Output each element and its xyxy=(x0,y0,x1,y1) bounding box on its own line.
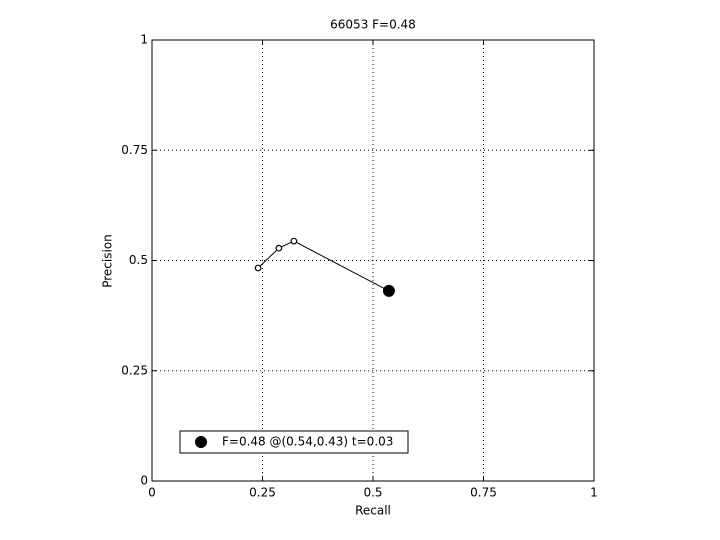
x-axis-label: Recall xyxy=(355,504,391,518)
y-tick-label: 0.5 xyxy=(129,253,148,267)
plot-frame xyxy=(151,39,595,482)
y-tick-label: 0.75 xyxy=(121,143,148,157)
x-tick-label: 1 xyxy=(590,486,598,500)
chart-title: 66053 F=0.48 xyxy=(330,18,416,32)
point xyxy=(275,244,283,252)
y-tick-label: 0 xyxy=(140,474,148,488)
y-tick-label: 1 xyxy=(140,33,148,47)
point xyxy=(254,264,262,272)
series-line xyxy=(257,240,390,292)
x-tick-label: 0.5 xyxy=(363,486,382,500)
legend-box xyxy=(179,430,409,454)
legend-label: F=0.48 @(0.54,0.43) t=0.03 xyxy=(222,435,393,449)
point xyxy=(290,237,298,245)
legend-marker xyxy=(195,436,207,448)
y-tick-label: 0.25 xyxy=(121,363,148,377)
y-axis-label: Precision xyxy=(101,234,115,288)
x-tick-label: 0.75 xyxy=(470,486,497,500)
x-tick-label: 0 xyxy=(148,486,156,500)
x-tick-label: 0.25 xyxy=(249,486,276,500)
best-point xyxy=(382,284,395,297)
